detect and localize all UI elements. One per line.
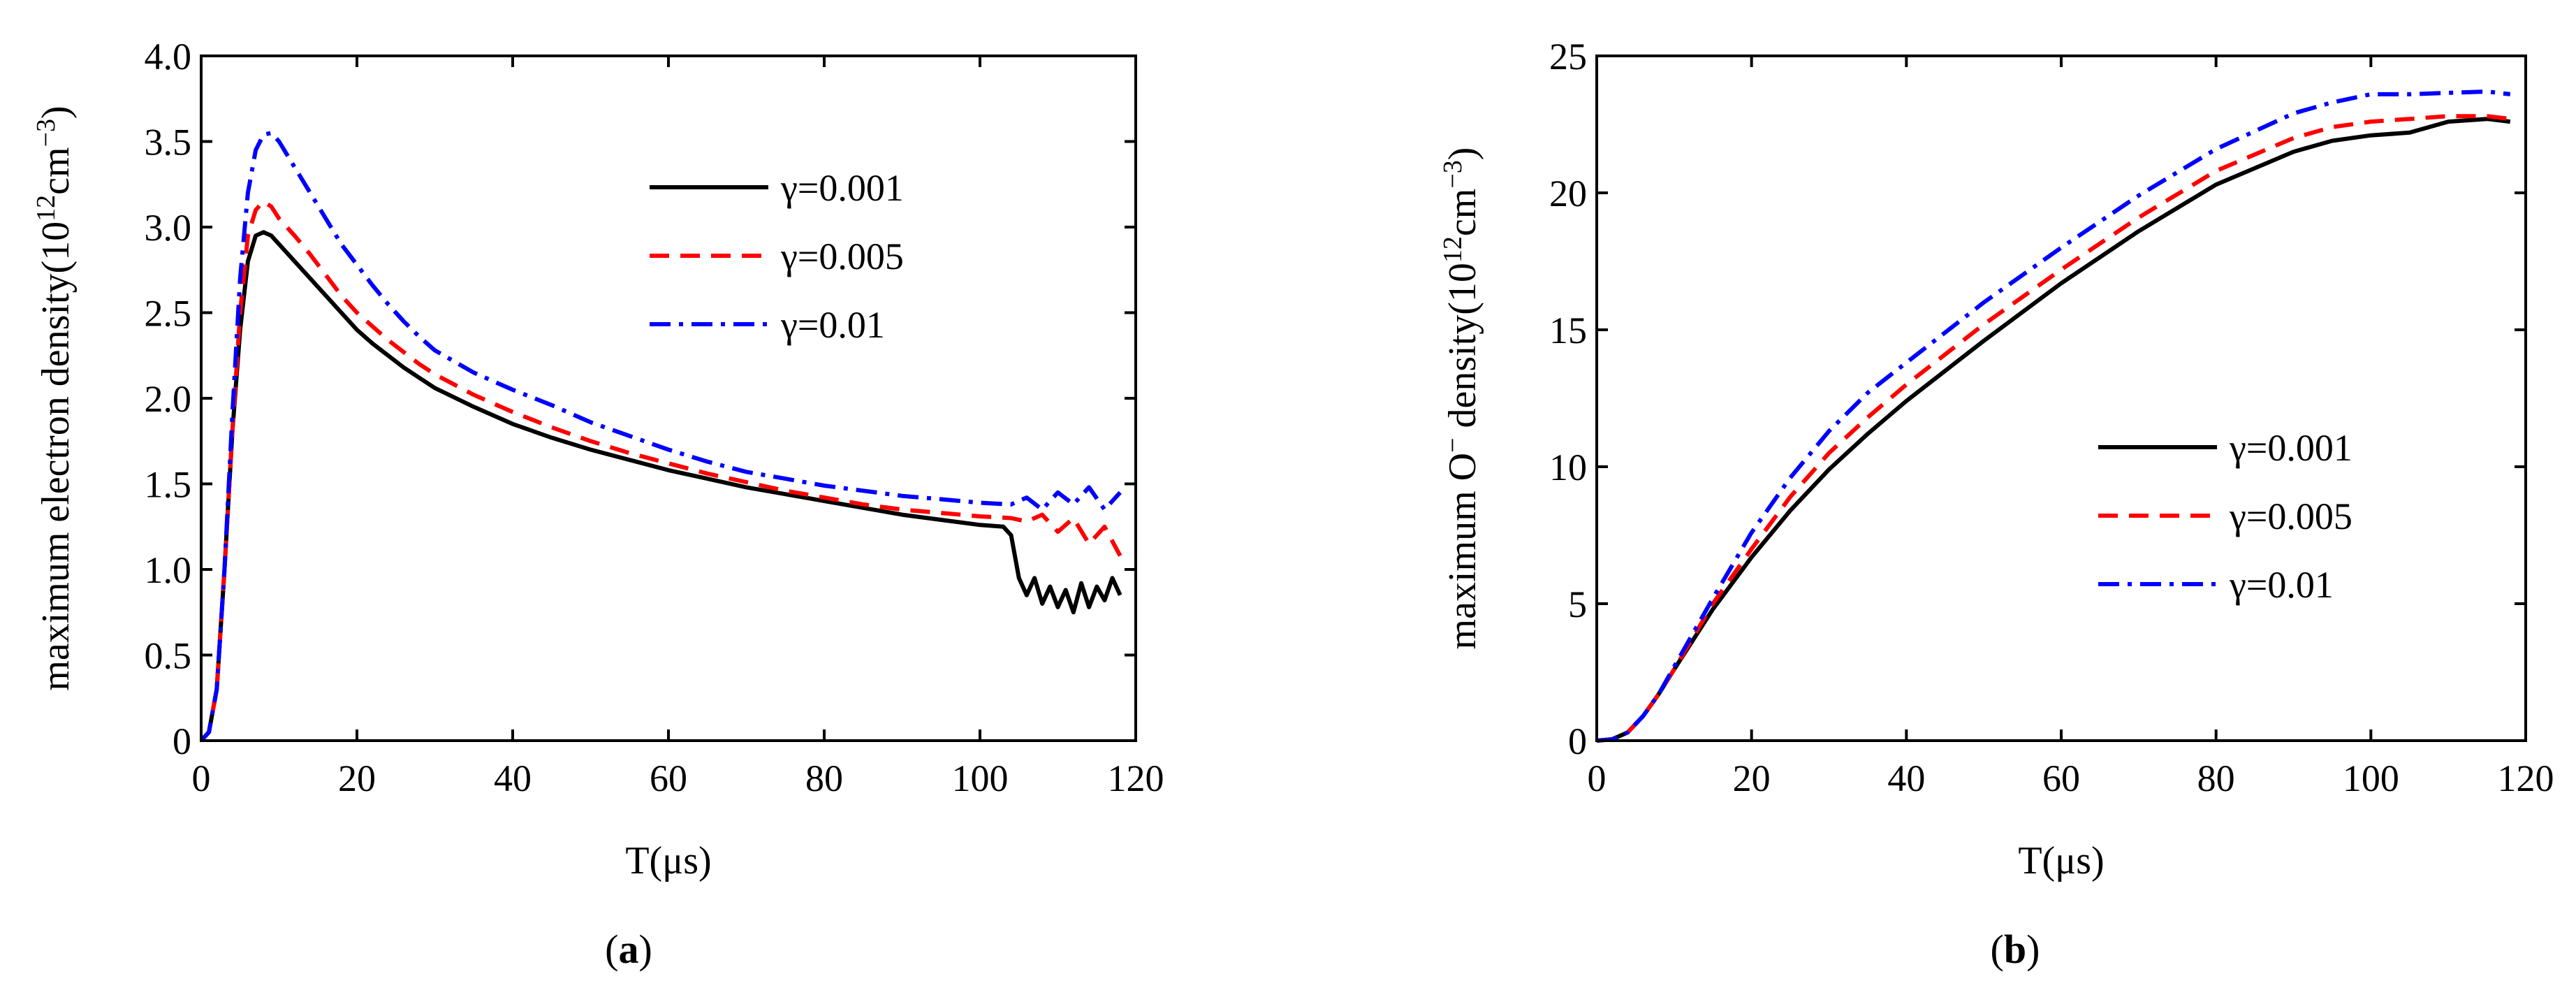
panel-a-x-tick-label: 40 xyxy=(494,757,532,799)
panel-a-y-tick-label: 3.5 xyxy=(145,122,192,164)
panel-a-series-line xyxy=(199,199,1122,743)
panel-a-x-tick-label: 120 xyxy=(1108,757,1164,799)
panel-a-legend-label: γ=0.005 xyxy=(780,235,904,277)
panel-b: 0 20 40 60 80 100 120 0 5 10 15 20 25 T(μs) maximum… xyxy=(1438,36,2554,972)
panel-b-x-tick-label: 20 xyxy=(1733,757,1771,799)
panel-a-series-layer xyxy=(199,131,1122,743)
panel-b-y-tick-label: 0 xyxy=(1568,720,1587,762)
panel-b-y-axis-label: maximum O− density(1012cm−3) xyxy=(1438,147,1484,650)
panel-a-caption: (a) xyxy=(605,927,652,972)
panel-b-series-line xyxy=(1596,114,2511,743)
panel-a-x-tick-label: 80 xyxy=(805,757,843,799)
panel-b-x-axis-label: T(μs) xyxy=(2018,839,2104,882)
panel-a-y-tick-label: 2.5 xyxy=(145,293,192,335)
panel-a-y-tick-label: 3.0 xyxy=(145,207,192,249)
panel-a-series-line xyxy=(199,230,1122,743)
panel-a-y-ticks: 0 0.5 1.0 1.5 2.0 2.5 3.0 3.5 4.0 xyxy=(145,36,1136,762)
panel-b-axes-frame xyxy=(1595,55,2527,742)
panel-b-y-tick-label: 20 xyxy=(1549,173,1587,215)
panel-a-y-tick-label: 0 xyxy=(173,720,191,762)
panel-b-legend-label: γ=0.001 xyxy=(2229,427,2352,469)
panel-a-series-line xyxy=(199,131,1122,743)
panel-b-y-tick-label: 15 xyxy=(1549,310,1587,351)
panel-b-legend: γ=0.001 γ=0.005 γ=0.01 xyxy=(2098,427,2352,606)
panel-a-y-tick-label: 1.0 xyxy=(145,549,192,591)
panel-b-x-tick-label: 60 xyxy=(2042,757,2080,799)
panel-a-x-tick-label: 20 xyxy=(338,757,376,799)
panel-a-y-axis-label: maximum electron density(1012cm−3) xyxy=(31,106,78,690)
panel-a-y-tick-label: 0.5 xyxy=(145,635,192,677)
panel-a-x-tick-label: 60 xyxy=(650,757,687,799)
panel-a-x-tick-label: 0 xyxy=(192,757,211,799)
panel-b-legend-label: γ=0.01 xyxy=(2229,564,2334,606)
panel-b-x-ticks: 0 20 40 60 80 100 120 xyxy=(1588,56,2554,799)
panel-a-legend: γ=0.001 γ=0.005 γ=0.01 xyxy=(650,167,904,346)
panel-b-x-tick-label: 0 xyxy=(1588,757,1607,799)
panel-b-y-tick-label: 25 xyxy=(1549,36,1587,78)
panel-b-x-tick-label: 80 xyxy=(2197,757,2235,799)
panel-b-series-layer xyxy=(1596,89,2511,743)
panel-b-legend-label: γ=0.005 xyxy=(2229,495,2352,537)
panel-a-x-ticks: 0 20 40 60 80 100 120 xyxy=(192,56,1164,799)
panel-a-y-tick-label: 1.5 xyxy=(145,464,192,506)
panel-b-x-tick-label: 40 xyxy=(1887,757,1925,799)
panel-a: 0 20 40 60 80 100 120 0 0.5 1.0 1.5 2.0 2.5 3.0 3.5 4.… xyxy=(31,36,1164,972)
panel-b-y-tick-label: 5 xyxy=(1568,583,1587,625)
panel-b-x-tick-label: 120 xyxy=(2498,757,2554,799)
panel-a-x-axis-label: T(μs) xyxy=(625,839,711,882)
panel-b-series-line xyxy=(1596,89,2511,743)
panel-a-x-tick-label: 100 xyxy=(952,757,1009,799)
panel-b-series-line xyxy=(1596,117,2511,743)
panel-a-legend-label: γ=0.001 xyxy=(780,167,904,209)
panel-a-y-tick-label: 2.0 xyxy=(145,378,192,420)
panel-a-legend-label: γ=0.01 xyxy=(780,304,885,346)
panel-b-x-tick-label: 100 xyxy=(2343,757,2399,799)
panel-a-axes-frame xyxy=(200,55,1137,742)
panel-b-y-ticks: 0 5 10 15 20 25 xyxy=(1549,36,2526,762)
panel-b-y-tick-label: 10 xyxy=(1549,446,1587,488)
panel-b-caption: (b) xyxy=(1991,927,2040,972)
panel-a-y-tick-label: 4.0 xyxy=(145,36,192,78)
